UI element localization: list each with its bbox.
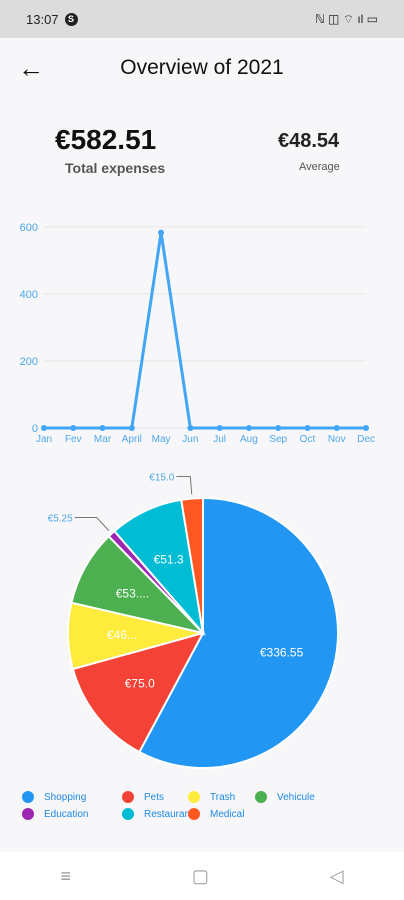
arrow-left-icon: ← [18,53,44,83]
legend-swatch [188,791,200,803]
pie-slice [71,631,205,754]
data-point [158,229,165,236]
legend-swatch [122,808,134,820]
menu-icon[interactable]: ≡ [60,865,71,886]
legend-item: Trash [188,791,235,803]
legend-item: Shopping [22,791,86,803]
legend-swatch [188,808,200,820]
data-point [333,425,340,431]
data-point [128,425,135,431]
x-tick-label: Sep [269,434,287,445]
legend-item: Medical [188,808,244,820]
y-tick-label: 600 [20,222,38,234]
legend-item: Vehicule [255,791,315,803]
y-tick-label: 0 [32,423,38,435]
total-expenses-value: €582.51 [55,124,157,155]
data-point [245,425,252,431]
legend-swatch [22,791,34,803]
data-point [216,425,223,431]
category-pie-chart: €336.55 €75.0 €46... €53.... €5.25 €51.3 €15.0 [48,473,339,769]
total-expenses-label: Total expenses [65,160,166,176]
slice-label: €336.55 [260,646,304,660]
x-tick-label: Aug [240,434,258,445]
monthly-line-chart: 0 200 400 600 Jan Fev Mar April May Jun Jul Aug Sep O… [20,222,375,445]
back-button[interactable]: ← [18,54,48,84]
data-point [187,425,194,431]
back-nav-icon[interactable]: ◁ [329,865,344,886]
data-point [363,425,369,431]
slice-label: €5.25 [48,513,73,524]
legend-item: Education [22,808,88,820]
data-point [275,425,282,431]
pie-slice [180,496,204,634]
average-label: Average [299,161,340,173]
label-leader-line [74,516,110,532]
series-line [44,231,366,430]
data-point [41,425,47,431]
x-tick-label: Mar [94,434,112,445]
slice-label: €75.0 [125,677,155,691]
legend-label: Medical [210,808,245,820]
notification-icon: S [64,12,78,26]
legend-label: Vehicule [277,791,315,803]
system-nav-bar: ≡ ▢ ◁ [0,852,404,900]
status-icons: ℕ ◫ ⌔ ıl ▭ [315,11,378,26]
x-tick-label: Oct [300,434,316,445]
legend-label: Trash [210,791,236,803]
app-header: ← Overview of 2021 [0,48,404,88]
legend-item: Restaurants [122,808,198,820]
x-tick-label: Nov [328,434,346,445]
status-bar: 13:07 S ℕ ◫ ⌔ ıl ▭ [0,0,404,38]
x-tick-label: Dec [357,434,375,445]
legend-label: Education [44,808,89,820]
slice-label: €15.0 [149,473,174,484]
status-time: 13:07 [26,11,59,27]
x-tick-label: Jul [213,434,226,445]
data-point [70,425,77,431]
legend-item: Pets [122,791,164,803]
pie-slice [137,496,339,769]
slice-label: €51.3 [154,553,184,567]
x-tick-label: April [122,434,142,445]
x-tick-label: Jun [182,434,198,445]
page-title: Overview of 2021 [120,56,284,79]
x-tick-label: May [152,434,171,445]
average-value: €48.54 [278,130,340,152]
home-icon[interactable]: ▢ [191,865,209,886]
slice-label: €46... [107,628,137,642]
legend-label: Pets [144,791,165,803]
x-tick-label: Fev [65,434,82,445]
legend-swatch [22,808,34,820]
y-tick-label: 400 [20,289,38,301]
slice-label: €53.... [116,586,149,600]
legend-swatch [255,791,267,803]
label-leader-line [176,476,193,495]
data-point [99,425,106,431]
legend-label: Restaurants [144,808,198,820]
legend-swatch [122,791,134,803]
y-tick-label: 200 [20,356,38,368]
legend-label: Shopping [44,791,87,803]
x-tick-label: Jan [36,434,52,445]
data-point [304,425,311,431]
